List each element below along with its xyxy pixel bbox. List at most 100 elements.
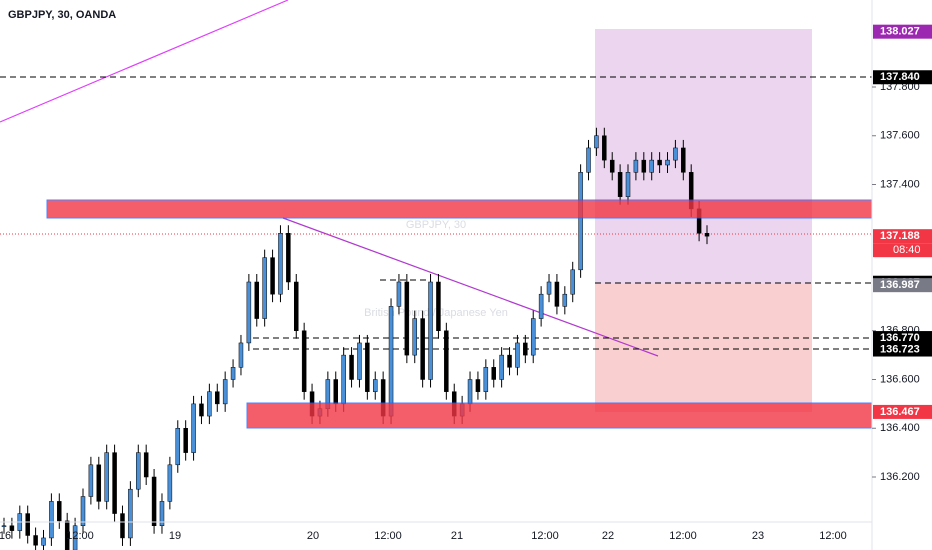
price-label-bg xyxy=(873,70,932,85)
candle-body xyxy=(412,318,417,356)
candle-body xyxy=(57,501,62,522)
candle-body xyxy=(286,233,291,283)
candle-body xyxy=(428,281,433,380)
candle-body xyxy=(436,281,441,331)
stop-zone xyxy=(595,284,812,412)
candle-body xyxy=(507,354,512,368)
candle-body xyxy=(673,147,678,161)
candle-body xyxy=(215,391,220,405)
resistance-zone xyxy=(46,199,873,219)
watermark-title: GBPJPY, 30 xyxy=(406,219,466,231)
candle-body xyxy=(143,452,149,478)
price-tick-label: 136.200 xyxy=(880,471,920,483)
price-label: 136.770 xyxy=(880,332,920,344)
price-tick-label: 136.600 xyxy=(880,373,920,385)
candle-body xyxy=(301,330,307,392)
price-label: 136.723 xyxy=(880,343,920,355)
candle-body xyxy=(499,354,504,380)
time-label: 12:00 xyxy=(531,530,559,542)
candle-body xyxy=(41,537,46,546)
candle-body xyxy=(396,281,402,307)
candle-body xyxy=(88,464,94,497)
candle-body xyxy=(617,172,623,197)
candle-body xyxy=(602,135,607,161)
time-label: 19 xyxy=(169,530,181,542)
price-label: 136.987 xyxy=(880,279,920,291)
candle-body xyxy=(112,452,117,514)
candle-body xyxy=(183,428,188,453)
candle-body xyxy=(491,367,496,380)
candle-body xyxy=(483,367,489,392)
time-label: 16 xyxy=(0,530,11,542)
candle-body xyxy=(230,367,236,380)
candle-body xyxy=(625,172,631,197)
candle-body xyxy=(64,520,70,550)
candle-body xyxy=(294,281,299,331)
candle-body xyxy=(530,318,536,356)
candle-body xyxy=(562,293,568,307)
trend-line xyxy=(282,217,659,357)
candle-body xyxy=(665,159,670,166)
candle-body xyxy=(278,233,283,295)
candle-body xyxy=(404,281,410,356)
candle-body xyxy=(365,342,370,392)
time-label: 21 xyxy=(451,530,463,542)
time-label: 12:00 xyxy=(66,530,94,542)
timer-bg xyxy=(873,243,932,258)
price-label-bg xyxy=(873,404,932,419)
price-tick-label: 137.600 xyxy=(880,130,920,142)
candle-body xyxy=(80,496,86,526)
support-zone xyxy=(246,402,873,429)
candle-body xyxy=(104,452,109,502)
timer-label: 08:40 xyxy=(893,244,921,256)
candle-body xyxy=(191,403,196,453)
time-label: 12:00 xyxy=(819,530,847,542)
price-label: 138.027 xyxy=(880,26,920,38)
candle-body xyxy=(25,513,30,536)
candle-body xyxy=(222,379,228,405)
candle-body xyxy=(167,464,173,502)
time-label: 12:00 xyxy=(669,530,697,542)
candle-body xyxy=(467,379,473,405)
candle-body xyxy=(594,135,599,149)
candle-body xyxy=(586,147,591,173)
price-label: 137.840 xyxy=(880,71,920,83)
candle-body xyxy=(372,379,378,392)
price-label-bg xyxy=(873,342,932,357)
price-label-bg xyxy=(873,278,932,293)
candle-body xyxy=(333,379,339,405)
candle-body xyxy=(633,159,639,173)
price-tick-label: 137.400 xyxy=(880,178,920,190)
candle-body xyxy=(515,342,520,368)
candle-body xyxy=(207,391,212,417)
candle-body xyxy=(657,159,662,166)
candle-body xyxy=(681,147,686,173)
candle-body xyxy=(341,354,346,405)
candle-body xyxy=(33,535,38,546)
candle-body xyxy=(546,281,552,295)
time-label: 20 xyxy=(307,530,319,542)
time-label: 22 xyxy=(602,530,614,542)
candle-body xyxy=(538,293,544,319)
candle-body xyxy=(1,525,7,527)
candle-body xyxy=(570,269,575,295)
candle-body xyxy=(128,488,133,539)
candle-body xyxy=(9,525,15,531)
watermark-subtitle: British Pound / Japanese Yen xyxy=(364,307,508,319)
candle-body xyxy=(136,452,141,490)
candle-body xyxy=(475,379,481,392)
candle-body xyxy=(246,281,252,344)
candle-body xyxy=(554,281,560,307)
candle-body xyxy=(270,257,275,295)
candle-body xyxy=(175,428,181,466)
candle-body xyxy=(254,281,260,319)
candle-body xyxy=(388,306,394,417)
candle-body xyxy=(420,318,425,380)
candle-body xyxy=(444,330,449,392)
price-label: 137.188 xyxy=(880,230,920,242)
candle-body xyxy=(704,233,710,237)
candle-body xyxy=(578,172,583,271)
candle-body xyxy=(120,513,125,539)
price-tick-label: 136.400 xyxy=(880,422,920,434)
